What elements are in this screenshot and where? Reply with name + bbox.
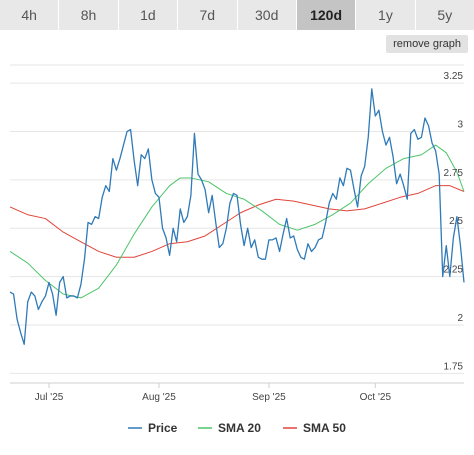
y-tick-label: 3.25	[444, 71, 464, 82]
y-tick-label: 3	[457, 120, 463, 131]
tab-30d[interactable]: 30d	[237, 0, 297, 30]
sma-20-line	[9, 144, 465, 299]
tab-1y[interactable]: 1y	[356, 0, 416, 30]
y-tick-label: 2	[457, 313, 463, 324]
tab-1d[interactable]: 1d	[118, 0, 179, 30]
x-tick-label: Jul '25	[35, 392, 64, 403]
legend-label-sma-50: SMA 50	[303, 421, 346, 435]
tab-8h[interactable]: 8h	[59, 0, 119, 30]
price-line	[9, 88, 465, 345]
x-tick-label: Sep '25	[252, 392, 286, 403]
tab-120d[interactable]: 120d	[296, 0, 357, 30]
tab-5y[interactable]: 5y	[415, 0, 474, 30]
y-tick-label: 1.75	[444, 361, 464, 372]
y-tick-label: 2.5	[449, 216, 463, 227]
tab-4h[interactable]: 4h	[0, 0, 60, 30]
tab-7d[interactable]: 7d	[178, 0, 238, 30]
sma-50-line	[9, 185, 465, 258]
range-tabs: 4h 8h 1d 7d 30d 120d 1y 5y	[0, 0, 474, 30]
legend-label-sma-20: SMA 20	[218, 421, 261, 435]
remove-graph-button[interactable]: remove graph	[386, 35, 468, 53]
legend-label-price: Price	[148, 421, 178, 435]
x-tick-label: Oct '25	[360, 392, 392, 403]
x-tick-label: Aug '25	[142, 392, 176, 403]
y-tick-label: 2.25	[444, 265, 464, 276]
y-tick-label: 2.75	[444, 168, 464, 179]
